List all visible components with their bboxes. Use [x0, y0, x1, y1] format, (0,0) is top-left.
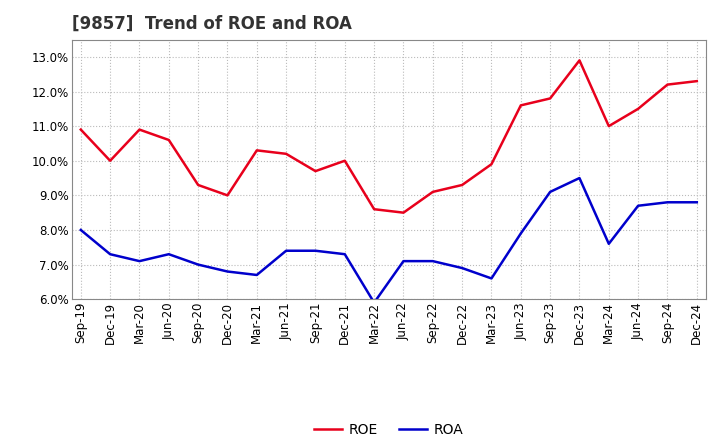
ROE [428, 189, 437, 194]
Line: ROE: ROE [81, 60, 697, 213]
ROA [634, 203, 642, 209]
Legend: ROE, ROA: ROE, ROA [309, 418, 469, 440]
ROA [428, 258, 437, 264]
ROA [341, 252, 349, 257]
ROE [546, 96, 554, 101]
ROA [693, 200, 701, 205]
ROA [605, 241, 613, 246]
ROE [164, 137, 173, 143]
ROA [546, 189, 554, 194]
ROA [311, 248, 320, 253]
ROE [135, 127, 144, 132]
ROE [634, 106, 642, 111]
ROE [663, 82, 672, 87]
ROE [516, 103, 525, 108]
ROA [164, 252, 173, 257]
ROE [487, 161, 496, 167]
ROA [223, 269, 232, 274]
ROE [311, 169, 320, 174]
ROA [135, 258, 144, 264]
ROA [575, 176, 584, 181]
ROE [605, 124, 613, 129]
ROE [253, 148, 261, 153]
ROA [516, 231, 525, 236]
ROE [194, 182, 202, 187]
ROA [282, 248, 290, 253]
Text: [9857]  Trend of ROE and ROA: [9857] Trend of ROE and ROA [72, 15, 352, 33]
ROA [458, 265, 467, 271]
ROA [487, 276, 496, 281]
ROE [223, 193, 232, 198]
ROA [76, 227, 85, 233]
ROE [575, 58, 584, 63]
ROE [282, 151, 290, 157]
ROE [399, 210, 408, 215]
ROA [253, 272, 261, 278]
ROA [370, 300, 379, 305]
ROE [341, 158, 349, 163]
ROE [370, 206, 379, 212]
ROE [76, 127, 85, 132]
ROA [399, 258, 408, 264]
Line: ROA: ROA [81, 178, 697, 303]
ROE [106, 158, 114, 163]
ROE [458, 182, 467, 187]
ROA [106, 252, 114, 257]
ROA [194, 262, 202, 267]
ROE [693, 78, 701, 84]
ROA [663, 200, 672, 205]
